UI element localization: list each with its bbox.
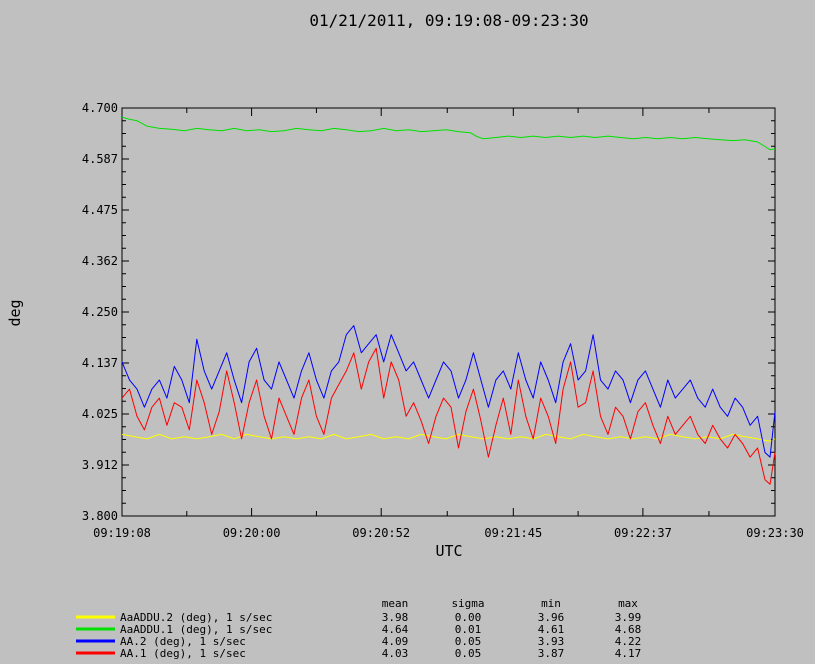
plot-area (121, 107, 776, 517)
stats-value: 0.05 (455, 647, 482, 660)
y-tick-label: 4.587 (82, 152, 118, 166)
chart-title: 01/21/2011, 09:19:08-09:23:30 (309, 11, 588, 30)
stats-value: 0.00 (455, 611, 482, 624)
stats-header: mean (382, 597, 409, 610)
stats-value: 4.03 (382, 647, 409, 660)
x-tick-label: 09:22:37 (614, 526, 672, 540)
stats-value: 0.01 (455, 623, 482, 636)
stats-value: 3.98 (382, 611, 409, 624)
series-line (121, 433, 776, 442)
stats-value: 3.87 (538, 647, 565, 660)
y-tick-label: 4.250 (82, 305, 118, 319)
series-lines (121, 116, 776, 485)
stats-header: sigma (451, 597, 484, 610)
stats-value: 3.99 (615, 611, 642, 624)
x-axis-label: UTC (435, 542, 462, 560)
y-tick-label: 4.137 (82, 356, 118, 370)
stats-value: 3.96 (538, 611, 565, 624)
stats-header: min (541, 597, 561, 610)
y-tick-label: 4.700 (82, 101, 118, 115)
stats-value: 4.68 (615, 623, 642, 636)
y-tick-label: 3.800 (82, 509, 118, 523)
stats-value: 4.09 (382, 635, 409, 648)
y-axis-label: deg (6, 299, 24, 326)
x-tick-label: 09:21:45 (484, 526, 542, 540)
x-tick-label: 09:23:30 (746, 526, 804, 540)
x-tick-label: 09:20:00 (223, 526, 281, 540)
x-axis: 09:19:08 09:20:00 09:20:52 09:21:45 09:22:37… (93, 108, 804, 540)
y-axis: 4.700 4.587 4.475 4.362 4.250 4.137 4.025 3.912… (82, 101, 775, 523)
x-tick-label: 09:20:52 (352, 526, 410, 540)
stats-value: 4.22 (615, 635, 642, 648)
legend: mean sigma min max AaADDU.2 (deg), 1 s/sec 3.… (76, 597, 641, 660)
legend-label: AA.2 (deg), 1 s/sec (120, 635, 246, 648)
legend-label: AaADDU.2 (deg), 1 s/sec (120, 611, 272, 624)
stats-value: 4.64 (382, 623, 409, 636)
y-tick-label: 4.362 (82, 254, 118, 268)
y-tick-label: 4.025 (82, 407, 118, 421)
x-tick-label: 09:19:08 (93, 526, 151, 540)
stats-value: 4.17 (615, 647, 642, 660)
stats-value: 4.61 (538, 623, 565, 636)
stats-value: 3.93 (538, 635, 565, 648)
legend-label: AA.1 (deg), 1 s/sec (120, 647, 246, 660)
y-tick-label: 3.912 (82, 458, 118, 472)
series-line (121, 325, 776, 458)
stats-header: max (618, 597, 638, 610)
series-line (121, 116, 776, 151)
series-line (121, 347, 776, 485)
stats-value: 0.05 (455, 635, 482, 648)
y-tick-label: 4.475 (82, 203, 118, 217)
legend-label: AaADDU.1 (deg), 1 s/sec (120, 623, 272, 636)
